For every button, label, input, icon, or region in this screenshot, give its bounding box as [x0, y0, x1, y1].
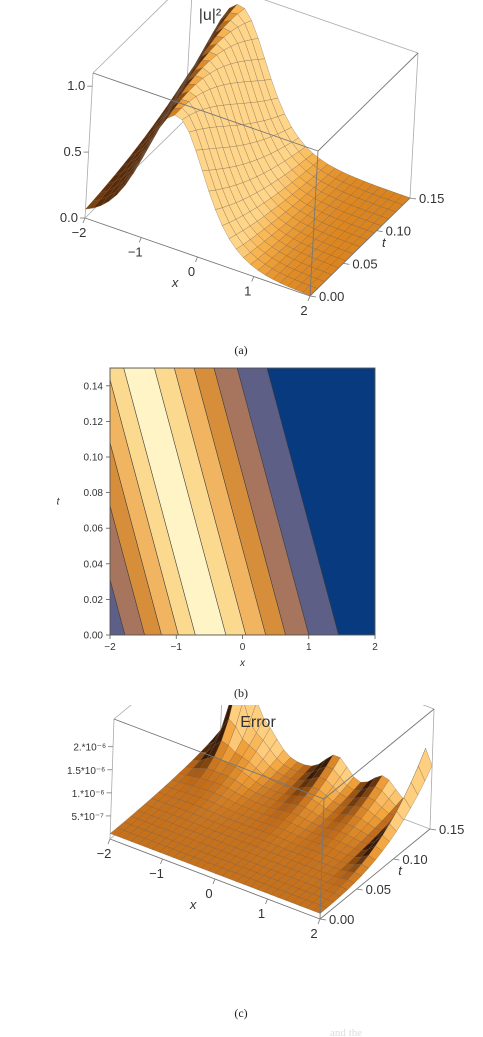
- z-tick-label: 0.0: [60, 210, 78, 225]
- x-tick-mark: [138, 237, 142, 243]
- t-tick-mark: [409, 197, 417, 200]
- surface-patch: [151, 112, 168, 133]
- x-tick-label: 2: [372, 642, 378, 653]
- x-tick-label: −1: [149, 866, 164, 881]
- box-edge: [409, 52, 419, 199]
- plot-title: |u|²: [199, 7, 222, 24]
- x-tick-label: 0: [240, 642, 246, 653]
- contour-plot-b: −2 −1 0 1 2 x 0.00 0.02 0.04 0.06 0.08 0.10 0.12 0.14…: [0, 360, 483, 705]
- box-edge: [429, 708, 435, 830]
- x-tick-label: 1: [244, 284, 251, 299]
- z-tick-label: 5.*10⁻⁷: [72, 812, 105, 823]
- t-tick-label: 0.15: [419, 191, 444, 206]
- box-edge: [323, 708, 435, 800]
- caption-a: (a): [234, 343, 247, 357]
- surface-plot-c: −2 −1 0 1 2 x 0.00 0.05 0.10 0.15 t 5.*10⁻⁷ 1.*10⁻⁶ 1…: [0, 705, 483, 1037]
- t-tick-label: 0.12: [84, 417, 104, 428]
- surface-c-svg: −2 −1 0 1 2 x 0.00 0.05 0.10 0.15 t 5.*10⁻⁷ 1.*10⁻⁶ 1…: [67, 705, 464, 1037]
- t-tick-label: 0.00: [329, 912, 354, 927]
- x-axis-label: x: [189, 897, 197, 912]
- x-tick-label: 1: [258, 906, 265, 921]
- z-tick-label: 1.0: [67, 78, 85, 93]
- t-tick-label: 0.00: [319, 289, 344, 304]
- caption-b: (b): [234, 686, 248, 700]
- t-tick-label: 0.02: [84, 595, 104, 606]
- t-tick-label: 0.10: [386, 224, 411, 239]
- t-tick-label: 0.05: [366, 882, 391, 897]
- t-axis-label: t: [382, 235, 387, 250]
- x-tick-label: 0: [205, 886, 212, 901]
- x-tick-mark: [251, 276, 255, 282]
- x-tick-mark: [317, 918, 321, 925]
- box-edge: [113, 705, 132, 720]
- surface-mesh: [85, 3, 411, 296]
- x-tick-label: −1: [128, 245, 143, 260]
- plot-title: Error: [240, 714, 276, 731]
- box-edge: [92, 72, 319, 152]
- t-tick-mark: [343, 262, 350, 265]
- t-tick-mark: [429, 828, 437, 831]
- t-tick-label: 0.00: [84, 631, 104, 642]
- caption-c: (c): [234, 1006, 247, 1020]
- t-tick-mark: [319, 918, 327, 921]
- z-tick-label: 0.5: [64, 144, 82, 159]
- box-edge: [84, 72, 94, 219]
- t-tick-mark: [356, 888, 363, 891]
- contour-band: [123, 368, 227, 635]
- t-axis-label: t: [398, 863, 403, 878]
- box-edge: [109, 718, 115, 840]
- t-tick-label: 0.10: [402, 852, 427, 867]
- t-tick-label: 0.15: [439, 822, 464, 837]
- z-tick-label: 1.5*10⁻⁶: [67, 766, 105, 777]
- x-tick-mark: [160, 858, 163, 865]
- x-tick-label: −1: [171, 642, 183, 653]
- x-tick-label: −2: [97, 846, 112, 861]
- x-axis-label: x: [171, 275, 179, 290]
- x-tick-label: −2: [72, 225, 87, 240]
- box-edge: [263, 0, 419, 54]
- box-edge: [319, 828, 431, 920]
- z-tick-label: 1.*10⁻⁶: [72, 789, 105, 800]
- t-tick-label: 0.06: [84, 524, 104, 535]
- t-tick-label: 0.08: [84, 488, 104, 499]
- x-tick-label: 0: [188, 264, 195, 279]
- x-tick-label: 2: [300, 303, 307, 318]
- surface-plot-a: −2 −1 0 1 2 x 0.00 0.05 0.10 0.15 t 0.0 0.5 1.0 |u|² (a…: [0, 0, 483, 360]
- box-edge: [319, 798, 325, 920]
- t-tick-mark: [309, 295, 317, 298]
- z-tick-label: 2.*10⁻⁶: [73, 743, 106, 754]
- t-tick-label: 0.05: [352, 256, 377, 271]
- footer-partial-text: and the: [330, 1027, 362, 1037]
- contour-bands: [110, 368, 375, 635]
- x-tick-label: 1: [306, 642, 312, 653]
- box-edge: [317, 52, 419, 152]
- t-tick-label: 0.04: [84, 559, 104, 570]
- box-edge: [309, 150, 319, 297]
- x-tick-mark: [212, 878, 216, 885]
- t-tick-mark: [376, 230, 383, 233]
- box-edge: [309, 197, 411, 297]
- surface-a-svg: −2 −1 0 1 2 x 0.00 0.05 0.10 0.15 t 0.0 0.5 1.0 |u|² (a…: [60, 0, 444, 357]
- x-tick-mark: [265, 898, 268, 905]
- x-tick-mark: [107, 838, 111, 845]
- t-tick-label: 0.14: [84, 381, 104, 392]
- box-edge: [113, 718, 325, 800]
- t-tick-label: 0.10: [84, 453, 104, 464]
- box-edge: [92, 0, 169, 74]
- x-tick-mark: [307, 295, 311, 302]
- x-axis-label: x: [239, 658, 246, 669]
- x-tick-label: 2: [310, 926, 317, 941]
- x-tick-mark: [195, 256, 198, 263]
- t-axis-label: t: [57, 497, 61, 508]
- x-tick-label: −2: [104, 642, 116, 653]
- surface-mesh: [109, 705, 433, 914]
- contour-b-svg: −2 −1 0 1 2 x 0.00 0.02 0.04 0.06 0.08 0.10 0.12 0.14…: [57, 367, 378, 700]
- box-edge: [219, 705, 222, 750]
- t-tick-mark: [393, 858, 400, 861]
- x-tick-mark: [82, 217, 86, 224]
